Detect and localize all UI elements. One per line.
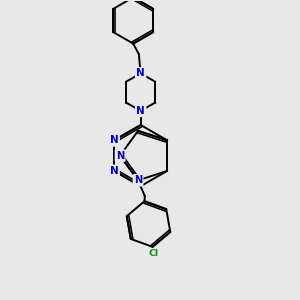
Text: N: N — [136, 106, 145, 116]
Text: N: N — [136, 68, 145, 79]
Text: Cl: Cl — [148, 249, 159, 258]
Text: N: N — [134, 176, 142, 185]
Text: N: N — [116, 151, 124, 160]
Text: N: N — [110, 135, 118, 145]
Text: N: N — [110, 166, 118, 176]
